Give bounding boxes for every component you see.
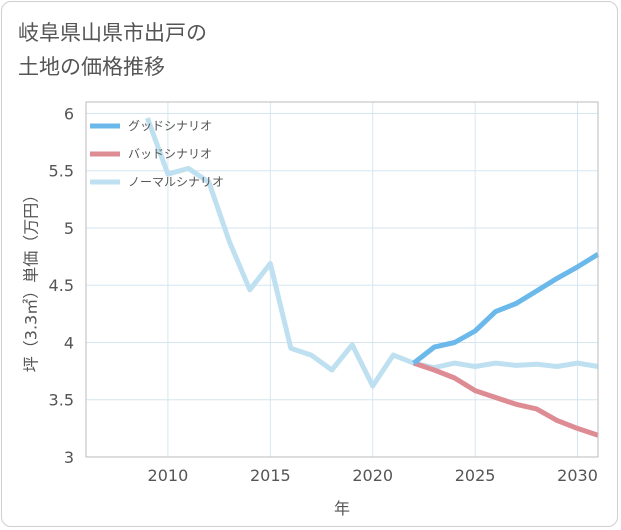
x-tick-label: 2020 (352, 466, 393, 485)
legend-label: ノーマルシナリオ (128, 175, 224, 189)
series-line (412, 252, 600, 366)
y-axis: 3 3.5 4 4.5 5 5.5 6 (49, 104, 74, 467)
x-tick-label: 2015 (250, 466, 291, 485)
y-tick-label: 6 (64, 104, 74, 123)
x-axis: 2010 2015 2020 2025 2030 (148, 466, 598, 485)
series-line (145, 117, 599, 389)
series-layer (145, 117, 600, 438)
legend-label: グッドシナリオ (128, 119, 212, 133)
x-tick-label: 2025 (455, 466, 496, 485)
y-tick-label: 4 (64, 333, 74, 352)
plot-frame (85, 101, 599, 458)
x-tick-label: 2010 (148, 466, 189, 485)
chart-title: 岐阜県山県市出戸の 土地の価格推移 (18, 21, 207, 79)
grid (86, 102, 598, 458)
x-tick-label: 2030 (557, 466, 598, 485)
legend-label: バッドシナリオ (128, 147, 212, 161)
y-tick-label: 3 (64, 448, 74, 467)
x-axis-title: 年 (334, 499, 350, 518)
y-tick-label: 4.5 (49, 276, 74, 295)
y-tick-label: 3.5 (49, 391, 74, 410)
y-tick-label: 5 (64, 219, 74, 238)
y-tick-label: 5.5 (49, 162, 74, 181)
series-line (412, 360, 599, 438)
y-axis-title: 坪（3.3㎡）単価（万円） (22, 187, 41, 372)
